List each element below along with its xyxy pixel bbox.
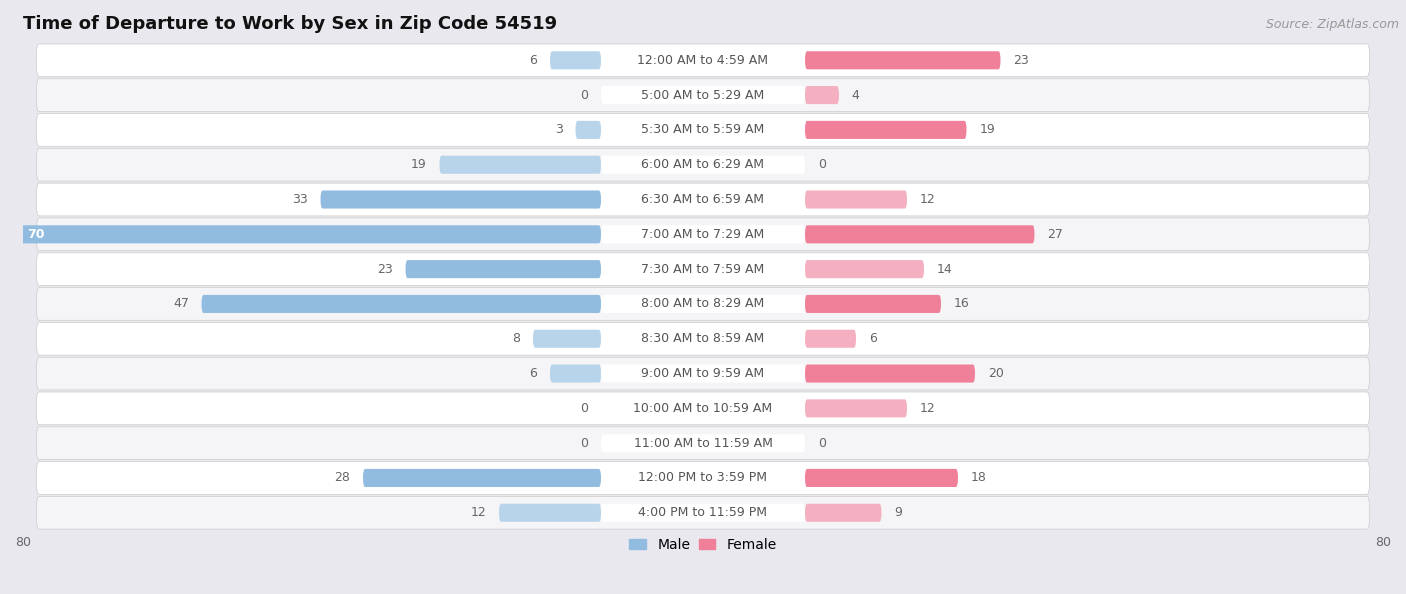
FancyBboxPatch shape xyxy=(600,191,806,208)
FancyBboxPatch shape xyxy=(363,469,600,487)
FancyBboxPatch shape xyxy=(806,225,1035,244)
Text: 47: 47 xyxy=(173,298,188,311)
FancyBboxPatch shape xyxy=(37,323,1369,355)
FancyBboxPatch shape xyxy=(37,427,1369,460)
Text: 7:00 AM to 7:29 AM: 7:00 AM to 7:29 AM xyxy=(641,228,765,241)
Text: 4: 4 xyxy=(852,89,859,102)
Text: 8:00 AM to 8:29 AM: 8:00 AM to 8:29 AM xyxy=(641,298,765,311)
Text: 33: 33 xyxy=(292,193,308,206)
Text: Time of Departure to Work by Sex in Zip Code 54519: Time of Departure to Work by Sex in Zip … xyxy=(22,15,557,33)
Text: 19: 19 xyxy=(411,158,427,171)
FancyBboxPatch shape xyxy=(806,365,974,383)
FancyBboxPatch shape xyxy=(600,330,806,347)
Text: 0: 0 xyxy=(581,89,588,102)
FancyBboxPatch shape xyxy=(600,399,806,418)
FancyBboxPatch shape xyxy=(37,253,1369,286)
Text: 7:30 AM to 7:59 AM: 7:30 AM to 7:59 AM xyxy=(641,263,765,276)
FancyBboxPatch shape xyxy=(37,183,1369,216)
FancyBboxPatch shape xyxy=(600,156,806,174)
Text: 28: 28 xyxy=(335,472,350,485)
FancyBboxPatch shape xyxy=(37,287,1369,320)
FancyBboxPatch shape xyxy=(440,156,600,174)
Text: 0: 0 xyxy=(818,437,825,450)
Text: 18: 18 xyxy=(970,472,987,485)
Text: 19: 19 xyxy=(979,124,995,137)
Text: 5:30 AM to 5:59 AM: 5:30 AM to 5:59 AM xyxy=(641,124,765,137)
FancyBboxPatch shape xyxy=(321,191,600,208)
FancyBboxPatch shape xyxy=(37,113,1369,146)
FancyBboxPatch shape xyxy=(806,86,839,104)
FancyBboxPatch shape xyxy=(806,469,957,487)
Text: 20: 20 xyxy=(988,367,1004,380)
FancyBboxPatch shape xyxy=(6,225,600,244)
Text: 12: 12 xyxy=(471,506,486,519)
FancyBboxPatch shape xyxy=(37,392,1369,425)
Text: 23: 23 xyxy=(1014,54,1029,67)
FancyBboxPatch shape xyxy=(600,260,806,278)
FancyBboxPatch shape xyxy=(806,191,907,208)
FancyBboxPatch shape xyxy=(600,469,806,487)
Text: 12: 12 xyxy=(920,402,935,415)
FancyBboxPatch shape xyxy=(806,260,924,278)
FancyBboxPatch shape xyxy=(37,462,1369,494)
Text: 11:00 AM to 11:59 AM: 11:00 AM to 11:59 AM xyxy=(634,437,772,450)
Text: 0: 0 xyxy=(581,402,588,415)
FancyBboxPatch shape xyxy=(37,79,1369,112)
FancyBboxPatch shape xyxy=(600,51,806,69)
Legend: Male, Female: Male, Female xyxy=(624,532,782,557)
Text: 12: 12 xyxy=(920,193,935,206)
Text: 5:00 AM to 5:29 AM: 5:00 AM to 5:29 AM xyxy=(641,89,765,102)
FancyBboxPatch shape xyxy=(550,51,600,69)
FancyBboxPatch shape xyxy=(600,86,806,104)
FancyBboxPatch shape xyxy=(37,44,1369,77)
FancyBboxPatch shape xyxy=(806,295,941,313)
Text: 16: 16 xyxy=(953,298,970,311)
FancyBboxPatch shape xyxy=(533,330,600,347)
FancyBboxPatch shape xyxy=(37,357,1369,390)
FancyBboxPatch shape xyxy=(575,121,600,139)
FancyBboxPatch shape xyxy=(806,330,856,347)
FancyBboxPatch shape xyxy=(499,504,600,522)
FancyBboxPatch shape xyxy=(600,365,806,383)
Text: 0: 0 xyxy=(581,437,588,450)
Text: 23: 23 xyxy=(377,263,392,276)
Text: 6: 6 xyxy=(869,332,876,345)
Text: 70: 70 xyxy=(27,228,45,241)
FancyBboxPatch shape xyxy=(806,51,1001,69)
Text: 6: 6 xyxy=(530,367,537,380)
Text: 0: 0 xyxy=(818,158,825,171)
FancyBboxPatch shape xyxy=(600,225,806,244)
Text: 9: 9 xyxy=(894,506,903,519)
FancyBboxPatch shape xyxy=(405,260,600,278)
FancyBboxPatch shape xyxy=(600,295,806,313)
FancyBboxPatch shape xyxy=(806,121,966,139)
Text: 9:00 AM to 9:59 AM: 9:00 AM to 9:59 AM xyxy=(641,367,765,380)
FancyBboxPatch shape xyxy=(37,148,1369,181)
Text: 12:00 PM to 3:59 PM: 12:00 PM to 3:59 PM xyxy=(638,472,768,485)
FancyBboxPatch shape xyxy=(37,218,1369,251)
FancyBboxPatch shape xyxy=(201,295,600,313)
Text: 6:30 AM to 6:59 AM: 6:30 AM to 6:59 AM xyxy=(641,193,765,206)
Text: Source: ZipAtlas.com: Source: ZipAtlas.com xyxy=(1265,18,1399,31)
FancyBboxPatch shape xyxy=(550,365,600,383)
FancyBboxPatch shape xyxy=(600,504,806,522)
Text: 4:00 PM to 11:59 PM: 4:00 PM to 11:59 PM xyxy=(638,506,768,519)
Text: 10:00 AM to 10:59 AM: 10:00 AM to 10:59 AM xyxy=(634,402,772,415)
Text: 6:00 AM to 6:29 AM: 6:00 AM to 6:29 AM xyxy=(641,158,765,171)
Text: 14: 14 xyxy=(936,263,952,276)
Text: 6: 6 xyxy=(530,54,537,67)
Text: 8:30 AM to 8:59 AM: 8:30 AM to 8:59 AM xyxy=(641,332,765,345)
FancyBboxPatch shape xyxy=(806,399,907,418)
Text: 27: 27 xyxy=(1047,228,1063,241)
Text: 3: 3 xyxy=(555,124,562,137)
FancyBboxPatch shape xyxy=(600,434,806,452)
FancyBboxPatch shape xyxy=(37,497,1369,529)
Text: 8: 8 xyxy=(512,332,520,345)
FancyBboxPatch shape xyxy=(806,504,882,522)
Text: 12:00 AM to 4:59 AM: 12:00 AM to 4:59 AM xyxy=(637,54,769,67)
FancyBboxPatch shape xyxy=(600,121,806,139)
